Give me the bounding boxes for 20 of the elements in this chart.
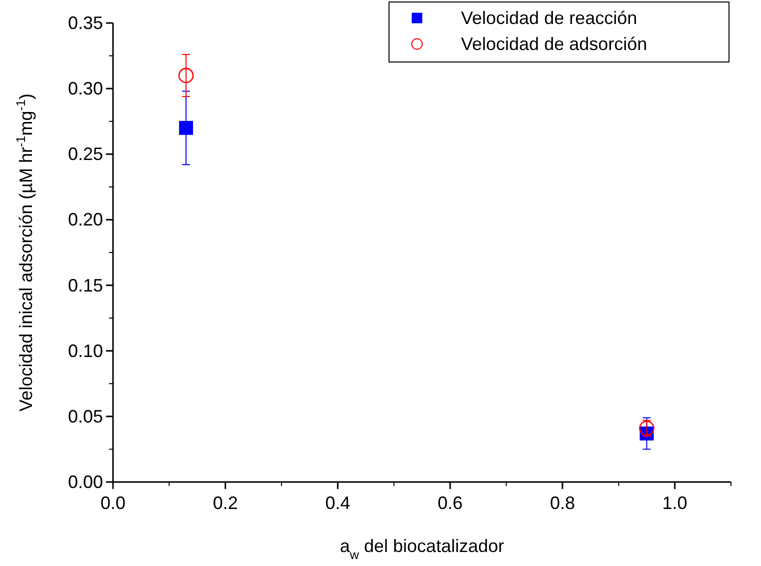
x-tick-label: 0.0 (100, 493, 126, 513)
y-tick-label: 0.25 (68, 144, 103, 164)
y-tick-label: 0.30 (68, 78, 103, 99)
point (178, 68, 194, 84)
x-tick-label: 1.0 (662, 493, 688, 513)
point (639, 420, 654, 436)
x-tick-label: 0.2 (212, 493, 238, 513)
y-tick-label: 0.00 (68, 472, 103, 492)
x-tick-label: 0.8 (550, 493, 575, 513)
y-tick-label: 0.35 (68, 13, 103, 33)
y-tick-label: 0.05 (68, 406, 103, 426)
legend-label: Velocidad de reacción (461, 8, 638, 28)
x-tick-label: 0.4 (325, 493, 350, 513)
x-axis-title: a$_{w}$ del biocatalizador (340, 536, 504, 562)
y-tick-label: 0.10 (68, 340, 103, 361)
point (179, 120, 194, 135)
y-tick-label: 0.20 (68, 210, 103, 230)
x-tick-label: 0.6 (438, 493, 463, 513)
y-tick-label: 0.15 (68, 275, 103, 296)
legend-label: Velocidad de adsorción (461, 34, 648, 54)
